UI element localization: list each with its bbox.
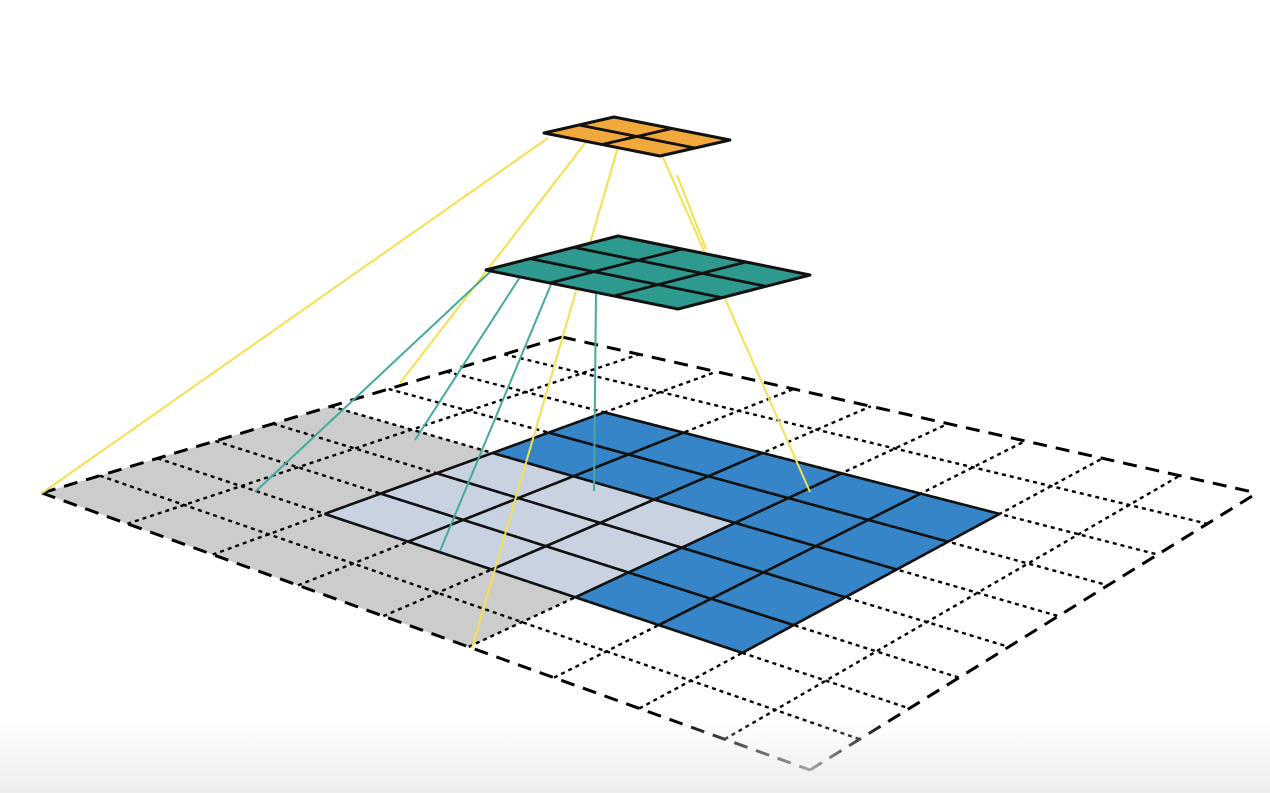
output-layer-grid bbox=[542, 115, 732, 158]
hidden-layer-plane bbox=[484, 234, 812, 311]
input-grid-line bbox=[214, 439, 960, 679]
blue-grid-line bbox=[436, 472, 846, 599]
teal-connection-line bbox=[254, 271, 491, 493]
input-grid-line bbox=[446, 370, 1158, 556]
hidden-layer-grid bbox=[484, 234, 812, 311]
blue-grid-line bbox=[604, 411, 1000, 516]
blue-receptive-field-grid bbox=[324, 411, 1001, 655]
blue-grid-line bbox=[492, 451, 898, 571]
teal-connection-line bbox=[439, 281, 553, 552]
yellow-connection-line bbox=[676, 174, 707, 250]
blue-grid-line bbox=[407, 431, 684, 543]
bottom-shade bbox=[0, 718, 1270, 793]
blue-grid-line bbox=[741, 512, 1001, 655]
overlap-region bbox=[324, 453, 735, 598]
hidden-layer-grid-line bbox=[529, 257, 723, 300]
output-layer-grid-line bbox=[601, 127, 673, 146]
blue-grid-line bbox=[324, 512, 743, 655]
yellow-connection-line bbox=[41, 137, 549, 494]
blue-grid-line bbox=[380, 492, 795, 627]
blue-grid-line bbox=[574, 472, 843, 599]
blue-grid-line bbox=[491, 451, 764, 571]
yellow-connection-line bbox=[399, 141, 587, 384]
hidden-layer-grid-line bbox=[613, 260, 747, 298]
teal-connection-line bbox=[593, 290, 597, 492]
yellow-connection-line bbox=[660, 152, 811, 493]
connection-lines bbox=[41, 137, 811, 649]
yellow-connection-line bbox=[471, 146, 619, 649]
input-grid-line bbox=[503, 353, 1208, 525]
input-grid-line bbox=[809, 491, 1258, 772]
hidden-layer-grid-line bbox=[549, 247, 683, 285]
blue-grid-line bbox=[658, 492, 922, 627]
input-grid-line bbox=[561, 335, 1258, 495]
input-grid-line bbox=[126, 353, 640, 525]
hidden-layer-grid-line bbox=[573, 245, 767, 288]
blue-grid-line bbox=[548, 431, 949, 543]
blue-grid-line bbox=[324, 411, 605, 516]
teal-connection-line bbox=[414, 276, 521, 441]
input-grid-line bbox=[99, 474, 861, 741]
